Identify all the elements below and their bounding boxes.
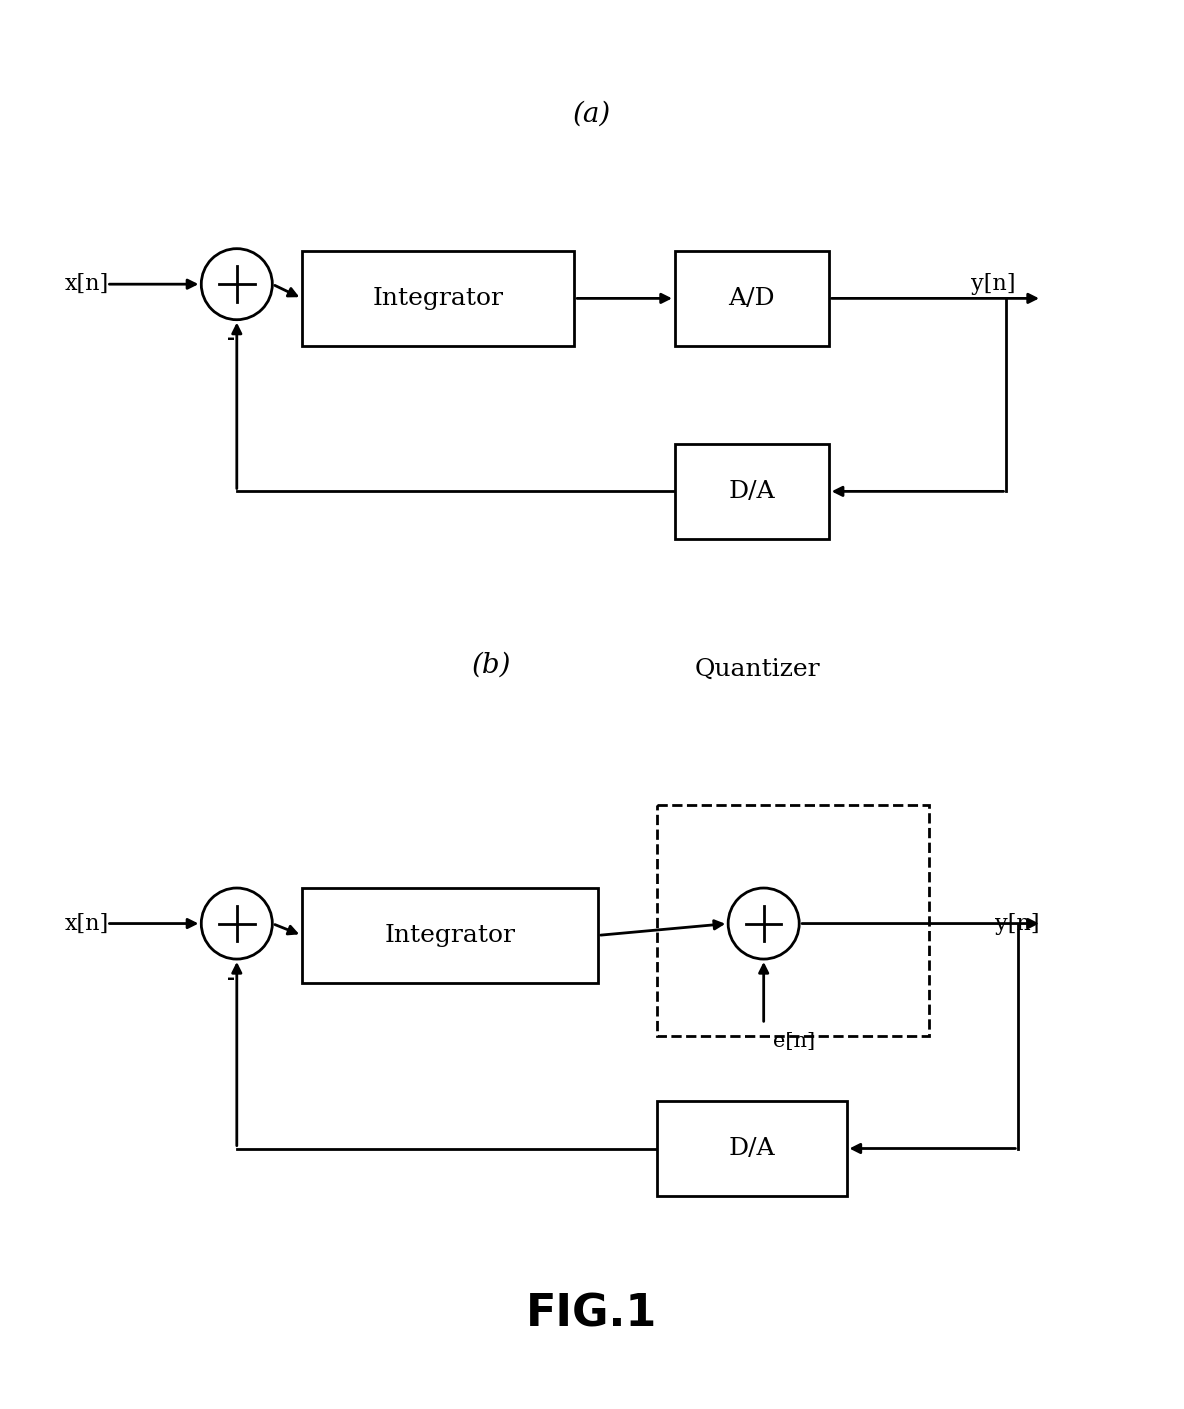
- Text: FIG.1: FIG.1: [527, 1293, 657, 1336]
- Bar: [675, 444, 829, 538]
- Text: e[n]: e[n]: [773, 1033, 816, 1051]
- Text: y[n]: y[n]: [995, 913, 1040, 934]
- Bar: [657, 805, 929, 1036]
- Text: x[n]: x[n]: [65, 913, 109, 934]
- Bar: [657, 1102, 847, 1196]
- Text: A/D: A/D: [728, 287, 776, 310]
- Bar: [675, 251, 829, 345]
- Text: (a): (a): [573, 100, 611, 128]
- Text: Integrator: Integrator: [373, 287, 503, 310]
- Text: -: -: [227, 330, 234, 348]
- Bar: [302, 888, 598, 982]
- Text: Integrator: Integrator: [385, 924, 515, 947]
- Text: (b): (b): [471, 651, 511, 678]
- Text: Quantizer: Quantizer: [695, 658, 821, 681]
- Text: D/A: D/A: [728, 480, 776, 503]
- Text: -: -: [227, 968, 234, 988]
- Text: D/A: D/A: [728, 1137, 776, 1160]
- Text: y[n]: y[n]: [971, 273, 1016, 294]
- Text: x[n]: x[n]: [65, 273, 109, 294]
- Bar: [302, 251, 574, 345]
